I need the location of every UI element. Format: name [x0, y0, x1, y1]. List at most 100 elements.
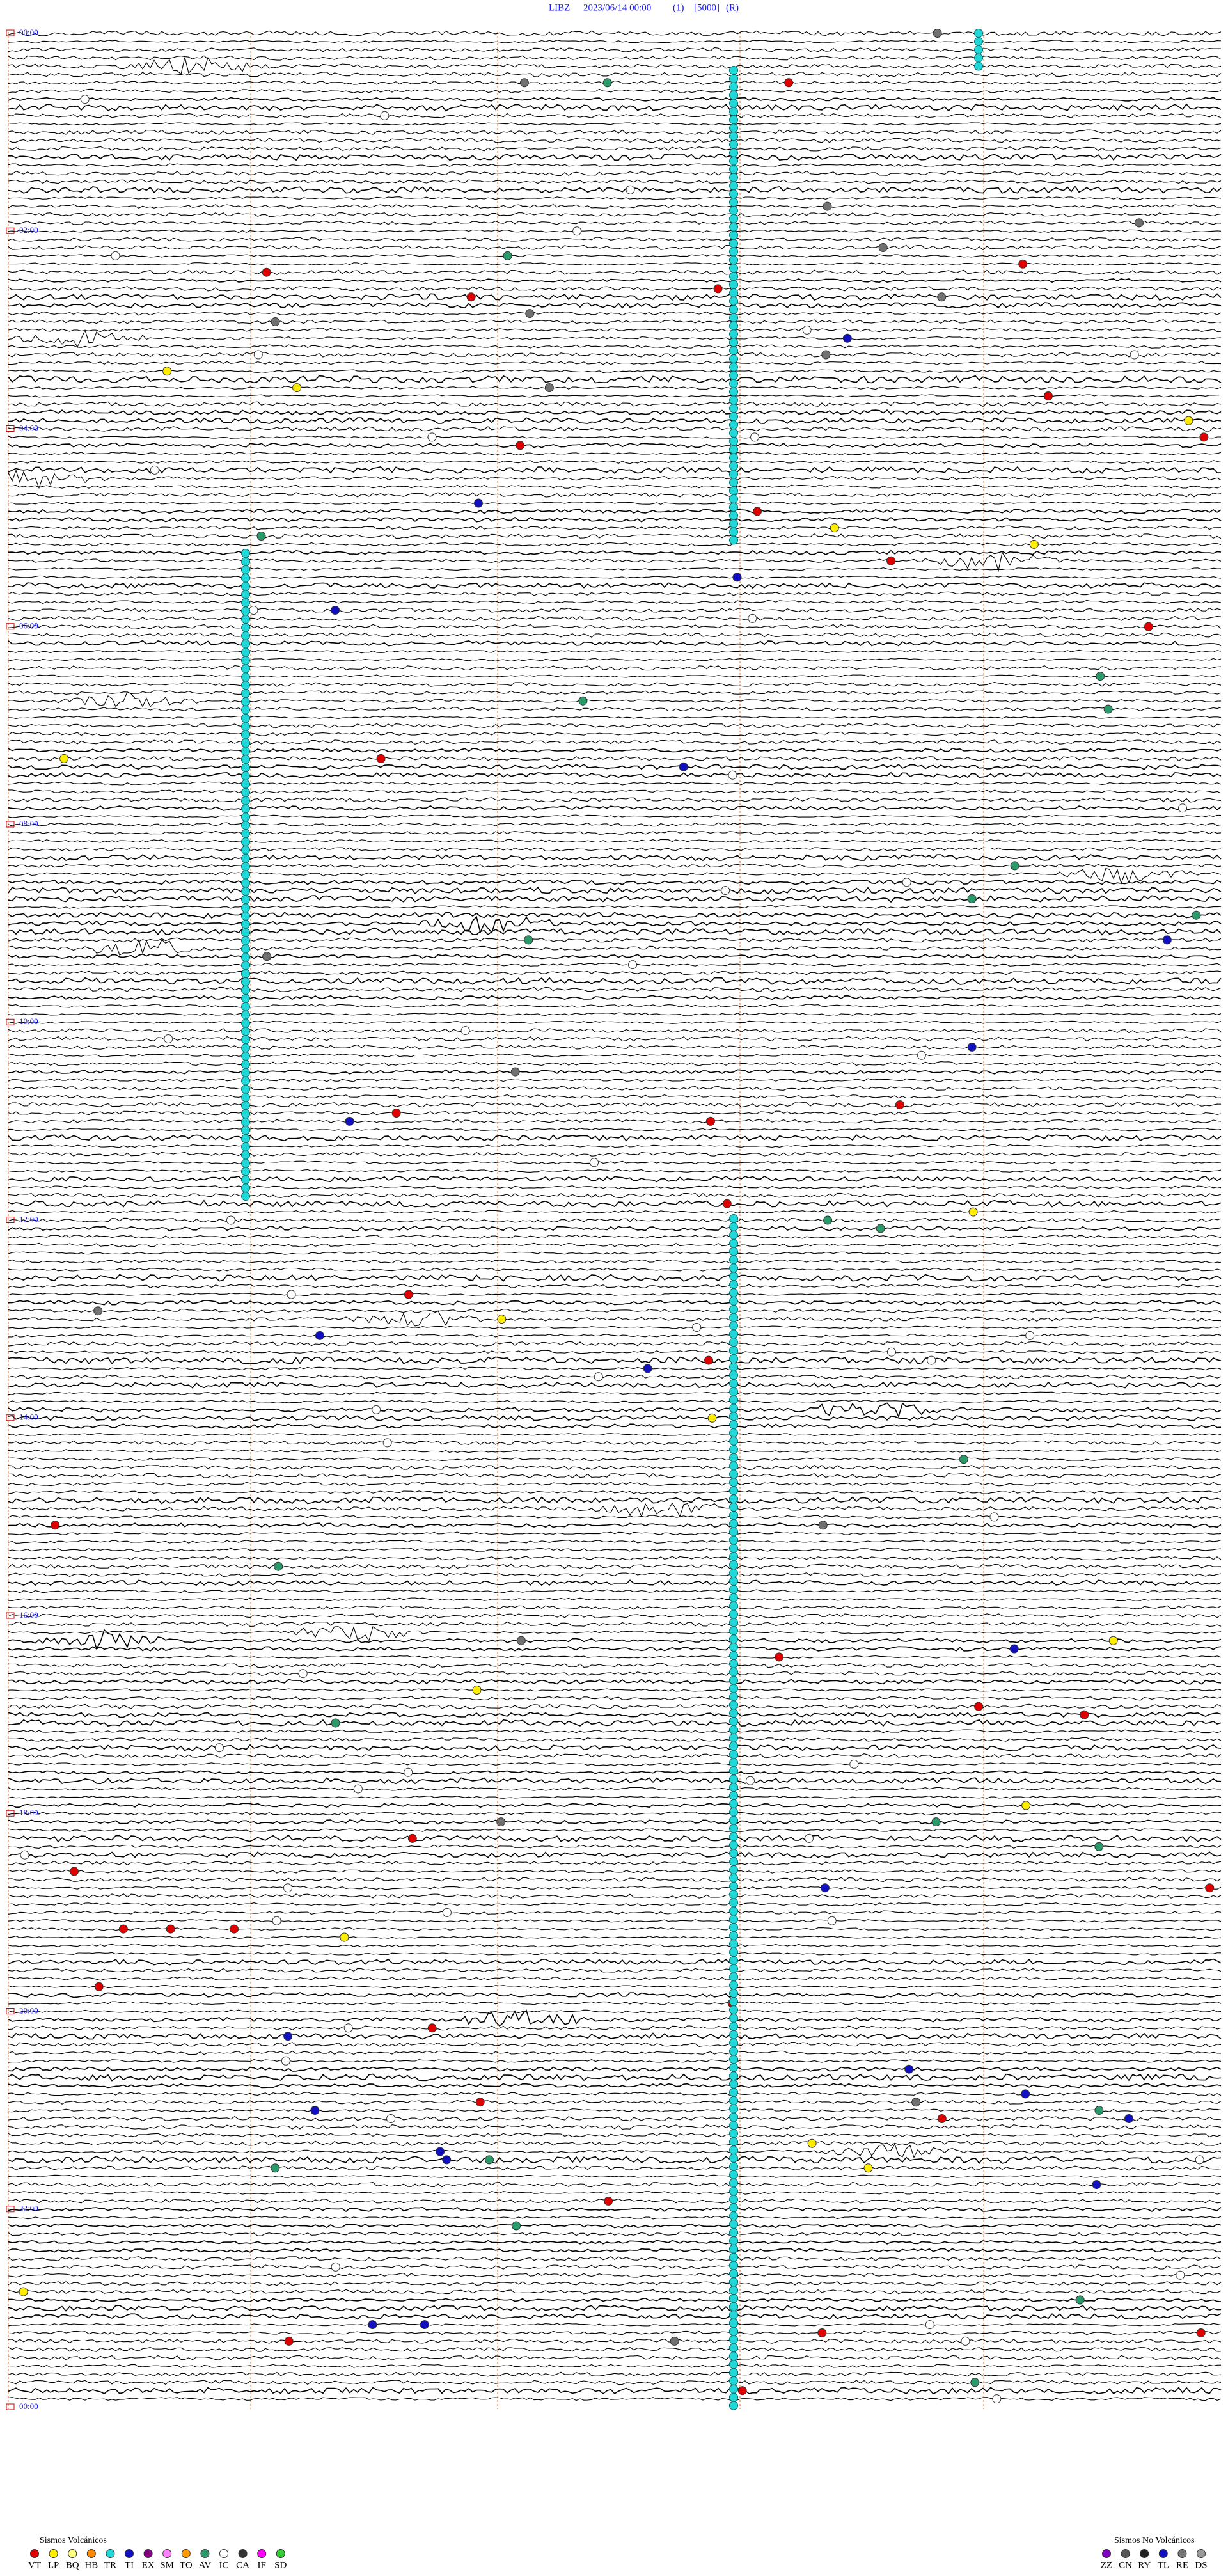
- tremor-dot: [241, 936, 250, 945]
- event-dot: [967, 1042, 977, 1052]
- trace: [8, 409, 1222, 416]
- event-dot: [967, 894, 977, 903]
- event-dot: [404, 1767, 413, 1777]
- event-dot: [902, 878, 911, 887]
- tremor-dot: [729, 2310, 738, 2319]
- event-dot: [1010, 861, 1019, 871]
- trace: [8, 1199, 1222, 1208]
- tremor-dot: [729, 214, 738, 223]
- trace: [8, 2066, 1222, 2072]
- legend-code: CN: [1119, 2560, 1132, 2570]
- hour-marker: [6, 227, 15, 234]
- trace: [8, 369, 1222, 374]
- hour-marker: [6, 821, 15, 828]
- event-dot: [340, 1932, 349, 1942]
- trace: [8, 278, 1222, 283]
- tremor-dot: [729, 2203, 738, 2213]
- trace: [8, 1712, 1222, 1718]
- tremor-dot: [729, 1519, 738, 1528]
- tremor-dot: [729, 1972, 738, 1982]
- event-dot: [460, 1026, 470, 1036]
- tremor-dot: [729, 2360, 738, 2369]
- event-dot: [886, 1347, 896, 1357]
- event-dot: [775, 1652, 784, 1662]
- tremor-dot: [241, 565, 250, 574]
- event-dot: [516, 1636, 526, 1645]
- tremor-dot: [729, 1849, 738, 1858]
- trace: [8, 97, 1222, 102]
- event-dot: [937, 292, 947, 302]
- trace: [8, 386, 1222, 390]
- event-dot: [823, 1215, 833, 1225]
- tremor-dot: [241, 878, 250, 888]
- trace: [8, 912, 1222, 919]
- trace: [8, 2165, 1222, 2171]
- event-dot: [925, 2320, 934, 2330]
- hour-label: 00:00: [19, 28, 38, 37]
- tremor-dot: [241, 722, 250, 731]
- tremor-dot: [729, 2170, 738, 2179]
- tremor-dot: [241, 845, 250, 855]
- event-dot: [904, 2064, 914, 2074]
- event-dot: [1162, 935, 1172, 945]
- trace: [8, 1144, 1222, 1148]
- trace: [8, 2115, 1222, 2122]
- trace: [8, 88, 1222, 93]
- tremor-dot: [729, 1766, 738, 1776]
- tremor-dot: [241, 1126, 250, 1135]
- tremor-dot: [729, 1873, 738, 1883]
- tremor-dot: [729, 338, 738, 347]
- tremor-dot: [729, 1774, 738, 1784]
- event-dot: [249, 606, 258, 615]
- tremor-dot: [729, 395, 738, 405]
- tremor-dot: [729, 2071, 738, 2081]
- event-dot: [737, 2386, 747, 2396]
- trace: [8, 591, 1222, 596]
- tremor-dot: [729, 2269, 738, 2279]
- tremor-dot: [729, 296, 738, 306]
- tremor-dot: [729, 1923, 738, 1932]
- trace: [8, 1267, 1222, 1272]
- tremor-dot: [729, 1569, 738, 1578]
- event-dot: [272, 1916, 281, 1925]
- legend-code: CA: [236, 2560, 249, 2570]
- trace: [8, 551, 1222, 573]
- trace: [8, 2124, 1222, 2130]
- trace: [8, 895, 1222, 903]
- event-dot: [166, 1924, 175, 1934]
- event-dot: [817, 2328, 827, 2337]
- event-dot: [830, 523, 839, 533]
- tremor-dot: [241, 887, 250, 896]
- tremor-dot: [729, 1469, 738, 1479]
- event-dot: [118, 1924, 128, 1934]
- event-dot: [1124, 2114, 1133, 2123]
- tremor-dot: [241, 993, 250, 1003]
- event-dot: [807, 2138, 817, 2148]
- event-dot: [292, 383, 302, 393]
- tremor-dot: [729, 1881, 738, 1891]
- trace: [8, 262, 1222, 266]
- tremor-dot: [729, 1535, 738, 1545]
- event-dot: [150, 465, 159, 475]
- trace: [8, 1579, 1222, 1586]
- trace: [8, 771, 1222, 778]
- tremor-dot: [241, 812, 250, 822]
- trace: [8, 1440, 1222, 1446]
- event-dot: [748, 613, 757, 623]
- trace: [8, 1688, 1222, 1692]
- event-dot: [59, 754, 69, 763]
- trace: [8, 286, 1222, 292]
- event-dot: [474, 498, 483, 508]
- datetime: 2023/06/14 00:00: [583, 3, 651, 13]
- tremor-dot: [729, 1956, 738, 1965]
- event-dot: [287, 1290, 296, 1299]
- tremor-dot: [241, 1010, 250, 1020]
- tremor-dot: [729, 140, 738, 149]
- tremor-dot: [241, 928, 250, 937]
- tremor-dot: [729, 1684, 738, 1693]
- event-dot: [1094, 2106, 1104, 2115]
- tremor-dot: [241, 1084, 250, 1094]
- trace: [8, 254, 1222, 258]
- tremor-dot: [729, 1544, 738, 1553]
